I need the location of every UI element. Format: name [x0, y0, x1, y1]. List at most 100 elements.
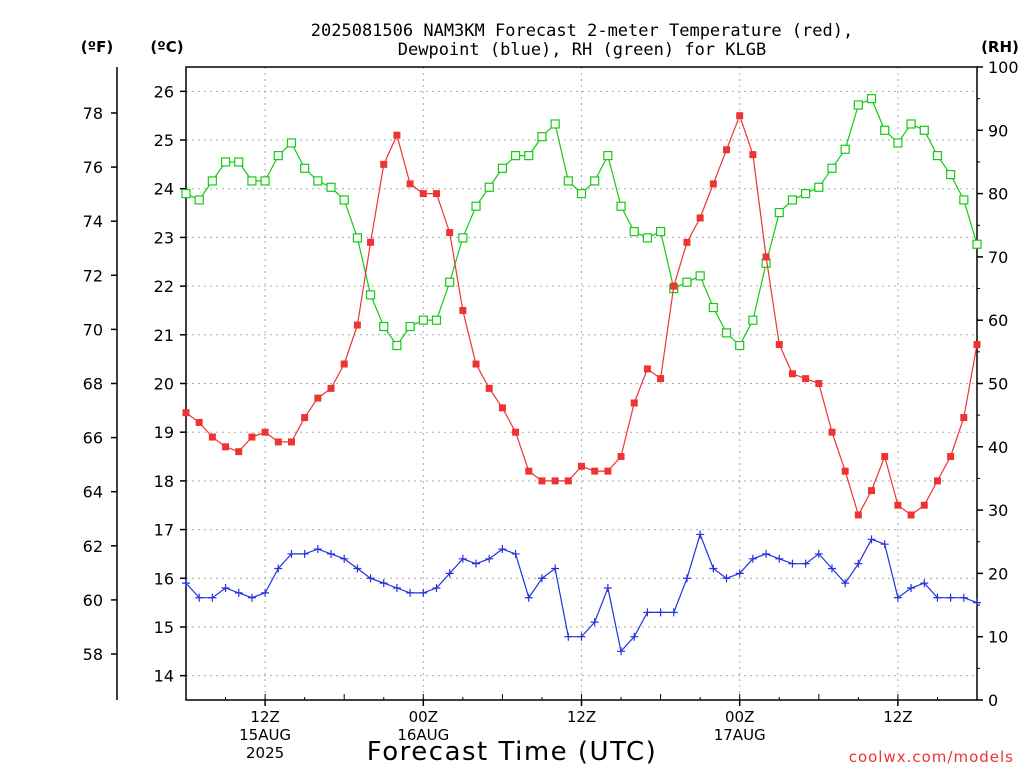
celsius-tick-label: 16 [154, 569, 174, 588]
temperature-marker [314, 394, 322, 402]
rh-marker [946, 170, 956, 180]
temperature-marker [538, 477, 546, 485]
rh-marker [181, 189, 191, 199]
rh-marker [405, 321, 415, 332]
dewpoint-marker [392, 584, 401, 593]
chart-title-line2: Dewpoint (blue), RH (green) for KLGB [398, 40, 766, 60]
x-tick-date-label: 17AUG [714, 726, 766, 744]
fahrenheit-tick-label: 74 [83, 212, 103, 231]
dewpoint-marker [208, 593, 217, 602]
celsius-tick-label: 25 [154, 131, 174, 150]
dewpoint-marker [880, 540, 889, 549]
temperature-marker [380, 160, 388, 168]
rh-marker [550, 119, 560, 129]
fahrenheit-tick-label: 60 [83, 591, 103, 610]
dewpoint-marker [643, 608, 652, 617]
dewpoint-marker [630, 632, 639, 641]
rh-marker [866, 94, 877, 104]
celsius-tick-label: 21 [154, 326, 174, 345]
dewpoint-marker [788, 559, 797, 568]
rh-marker [735, 340, 745, 351]
temperature-marker [657, 375, 665, 383]
dewpoint-marker [656, 608, 665, 617]
temperature-marker [446, 229, 454, 237]
temperature-marker [182, 409, 190, 417]
temperature-marker [630, 399, 638, 407]
dewpoint-marker [287, 549, 296, 558]
rh-marker [497, 163, 507, 173]
rh-tick-label: 20 [988, 564, 1008, 583]
rh-marker [774, 207, 784, 218]
celsius-tick-label: 24 [154, 180, 174, 199]
rh-marker [629, 226, 639, 237]
rh-tick-label: 10 [988, 628, 1008, 647]
temperature-marker [406, 180, 414, 188]
celsius-unit-label: (ºC) [150, 38, 183, 56]
temperature-marker [841, 467, 849, 475]
celsius-axis-ticks: 14 15 16 17 18 19 20 21 22 23 24 25 26 [154, 82, 186, 686]
rh-marker [655, 226, 666, 237]
dewpoint-marker [709, 564, 718, 573]
dewpoint-marker [946, 593, 955, 602]
dewpoint-marker [801, 559, 810, 568]
fahrenheit-tick-label: 64 [83, 483, 103, 502]
celsius-tick-label: 23 [154, 228, 174, 247]
temperature-marker [696, 214, 704, 222]
rh-marker [721, 328, 732, 338]
rh-tick-label: 40 [988, 438, 1008, 457]
dewpoint-marker [340, 554, 349, 563]
dewpoint-marker [445, 569, 454, 578]
temperature-marker [525, 467, 533, 475]
temperature-marker [472, 360, 480, 368]
dewpoint-marker [313, 545, 322, 554]
dewpoint-marker [564, 632, 573, 641]
chart-title-line1: 2025081506 NAM3KM Forecast 2-meter Tempe… [311, 21, 853, 41]
dewpoint-marker [327, 549, 336, 558]
rh-marker [814, 182, 824, 192]
dewpoint-marker [762, 549, 771, 558]
dewpoint-marker [353, 564, 362, 573]
dewpoint-marker [247, 593, 256, 602]
dewpoint-marker [406, 588, 415, 597]
temperature-marker [736, 112, 744, 120]
temperature-marker [459, 306, 467, 314]
series-group [181, 94, 982, 656]
rh-marker [576, 189, 587, 199]
dewpoint-marker [933, 593, 942, 602]
x-tick-label: 00Z [409, 708, 438, 726]
dewpoint-marker [524, 593, 533, 602]
temperature-marker [432, 190, 440, 198]
dewpoint-marker [669, 608, 678, 617]
rh-marker [247, 176, 257, 186]
grid-lines [186, 67, 977, 700]
rh-marker [445, 277, 455, 287]
dewpoint-marker [432, 584, 441, 593]
credit-label: coolwx.com/models [849, 748, 1014, 766]
fahrenheit-tick-label: 76 [83, 158, 103, 177]
x-tick-label: 12Z [883, 708, 912, 726]
temperature-marker [788, 370, 796, 378]
rh-marker [339, 195, 349, 205]
dewpoint-marker [300, 549, 309, 558]
temperature-marker [551, 477, 559, 485]
dewpoint-marker [577, 632, 586, 641]
rh-marker [524, 151, 534, 161]
rh-marker [695, 271, 705, 281]
rh-marker [919, 125, 929, 135]
rh-marker [510, 151, 521, 161]
temperature-marker [947, 453, 955, 461]
rh-marker [853, 100, 863, 110]
temperature-marker [327, 384, 335, 392]
rh-marker [682, 277, 692, 287]
dewpoint-marker [274, 564, 283, 573]
temperature-marker [960, 414, 968, 422]
rh-marker [273, 151, 283, 161]
temperature-marker [591, 467, 599, 475]
fahrenheit-tick-label: 72 [83, 266, 103, 285]
dewpoint-marker [682, 574, 691, 583]
x-tick-label: 00Z [725, 708, 754, 726]
dewpoint-marker [775, 554, 784, 563]
rh-marker [906, 119, 916, 129]
x-tick-date-label: 15AUG [239, 726, 291, 744]
